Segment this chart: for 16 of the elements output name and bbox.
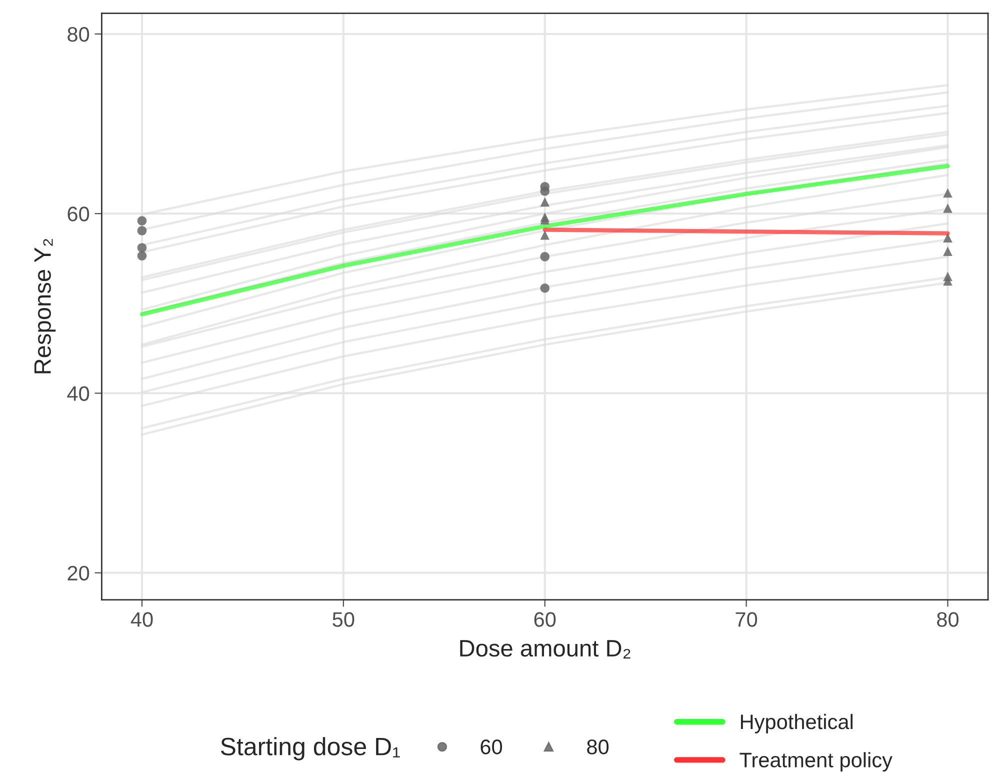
y-tick-label: 20 [68, 566, 90, 581]
y-tick-label: 40 [67, 386, 90, 401]
y-tick-label: 60 [68, 206, 90, 222]
y-tick-label: 80 [68, 26, 90, 42]
legend-label: 80 [587, 740, 609, 754]
x-tick-label: 80 [937, 612, 959, 627]
legend-title: Starting dose D₁ [220, 737, 400, 760]
legend-label: Treatment policy [740, 752, 892, 772]
x-tick-label: 50 [332, 612, 354, 627]
x-tick-label: 70 [736, 612, 758, 627]
legend-label: 60 [480, 740, 502, 754]
x-tick-label: 60 [534, 612, 556, 627]
x-tick-label: 40 [130, 612, 153, 627]
legend-label: Hypothetical [740, 714, 853, 734]
x-axis-title: Dose amount D₂ [460, 640, 630, 658]
y-axis-title: Response Y₂ [34, 239, 56, 374]
